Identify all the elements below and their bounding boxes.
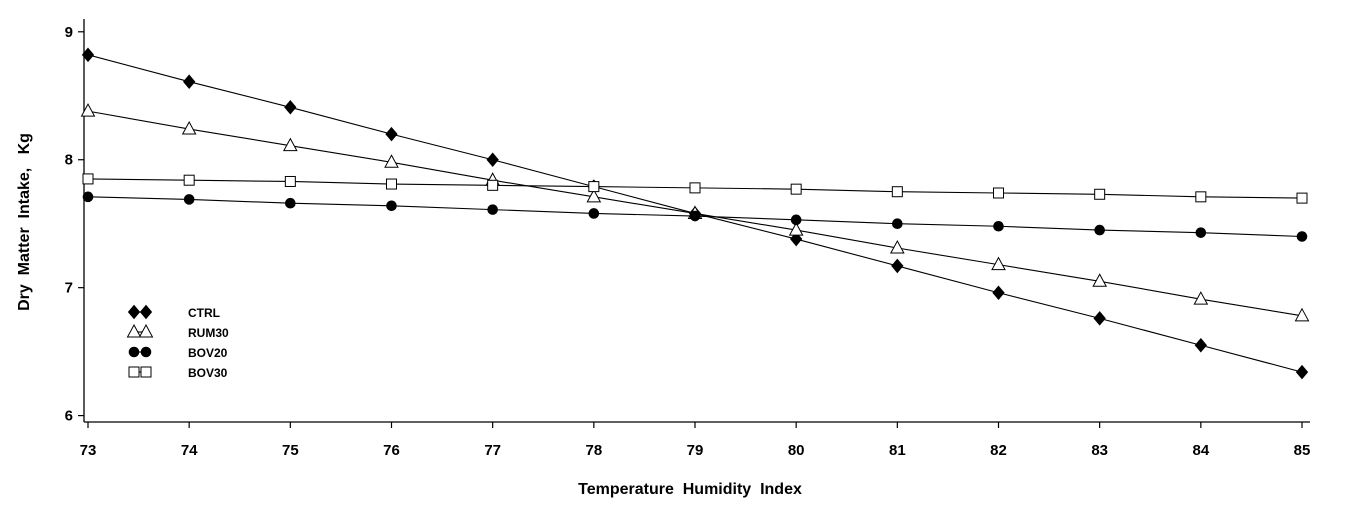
point-bov30-84 <box>1195 191 1207 203</box>
point-bov30-74 <box>183 174 195 186</box>
point-rum30-80 <box>788 222 804 236</box>
legend-marker-bov20-a <box>128 346 140 358</box>
point-ctrl-85 <box>1295 364 1309 380</box>
legend-label-rum30: RUM30 <box>188 326 229 340</box>
point-bov20-79 <box>689 210 701 222</box>
legend-label-bov30: BOV30 <box>188 366 228 380</box>
point-rum30-75 <box>282 137 298 152</box>
point-ctrl-80 <box>790 231 803 247</box>
x-axis-title: Temperature Humidity Index <box>578 481 802 498</box>
x-tick-label-85: 85 <box>1294 442 1311 459</box>
point-bov30-73 <box>82 173 94 185</box>
point-ctrl-74 <box>183 74 196 89</box>
point-bov20-80 <box>790 214 802 226</box>
x-tick-label-73: 73 <box>80 442 97 459</box>
x-tick-label-81: 81 <box>889 442 906 459</box>
point-bov30-80 <box>790 183 802 195</box>
y-ticks: 6 7 8 9 <box>65 24 84 425</box>
axes <box>83 19 1310 423</box>
point-rum30-82 <box>991 256 1006 271</box>
legend-marker-bov30-b <box>140 366 152 378</box>
point-bov20-73 <box>82 191 94 203</box>
point-bov20-75 <box>285 197 296 209</box>
legend-marker-rum30-a <box>126 323 142 338</box>
point-ctrl-83 <box>1093 311 1106 326</box>
point-bov30-83 <box>1094 188 1106 200</box>
x-tick-label-82: 82 <box>990 442 1007 459</box>
point-ctrl-73 <box>81 47 95 63</box>
point-rum30-83 <box>1092 273 1108 287</box>
point-bov30-77 <box>487 179 499 191</box>
point-rum30-76 <box>384 154 399 168</box>
legend-marker-bov20-b <box>140 346 152 358</box>
x-ticks: 73 74 75 76 77 78 79 80 81 82 83 84 85 <box>80 422 1311 459</box>
y-tick-label-7: 7 <box>65 280 73 297</box>
legend-marker-bov30-a <box>128 366 140 378</box>
point-bov30-75 <box>284 175 296 187</box>
point-bov20-76 <box>386 200 397 212</box>
point-ctrl-77 <box>486 152 499 168</box>
point-bov20-74 <box>183 194 195 205</box>
point-rum30-85 <box>1294 307 1310 322</box>
point-bov20-82 <box>993 220 1004 232</box>
point-ctrl-81 <box>891 258 904 274</box>
point-bov30-81 <box>891 186 903 198</box>
series-markers <box>80 47 1310 380</box>
point-rum30-84 <box>1193 291 1209 305</box>
point-bov30-82 <box>993 187 1004 199</box>
point-bov20-85 <box>1296 231 1308 242</box>
point-ctrl-84 <box>1194 337 1207 353</box>
point-bov30-76 <box>386 178 397 190</box>
point-bov20-78 <box>588 208 600 219</box>
y-tick-label-9: 9 <box>65 24 73 41</box>
point-bov20-77 <box>487 204 498 215</box>
legend-marker-ctrl-b <box>139 304 153 320</box>
point-bov30-78 <box>588 181 600 193</box>
legend-marker-rum30-b <box>138 323 154 338</box>
legend-label-bov20: BOV20 <box>188 346 228 360</box>
legend-label-ctrl: CTRL <box>188 306 220 320</box>
x-tick-label-84: 84 <box>1192 442 1209 459</box>
x-tick-label-74: 74 <box>181 442 198 459</box>
x-tick-label-79: 79 <box>687 442 704 459</box>
point-ctrl-75 <box>284 100 297 115</box>
x-tick-label-77: 77 <box>484 442 501 459</box>
point-rum30-81 <box>889 239 905 254</box>
point-rum30-73 <box>80 103 96 117</box>
x-tick-label-76: 76 <box>383 442 400 459</box>
x-tick-label-83: 83 <box>1091 442 1108 459</box>
point-bov30-79 <box>689 182 701 194</box>
point-bov30-85 <box>1296 192 1308 204</box>
y-tick-label-6: 6 <box>65 408 73 425</box>
x-tick-label-75: 75 <box>282 442 299 459</box>
y-axis-title: Dry Matter Intake, Kg <box>16 133 33 311</box>
point-ctrl-82 <box>992 285 1005 301</box>
point-rum30-74 <box>181 120 197 135</box>
point-bov20-83 <box>1094 224 1105 236</box>
point-rum30-78 <box>586 188 602 203</box>
point-ctrl-76 <box>385 126 398 142</box>
y-tick-label-8: 8 <box>65 152 73 169</box>
legend: CTRL RUM30 BOV20 BOV30 <box>126 304 229 380</box>
legend-marker-ctrl-a <box>127 304 141 320</box>
x-tick-label-78: 78 <box>585 442 602 459</box>
point-bov20-84 <box>1195 227 1207 238</box>
x-tick-label-80: 80 <box>788 442 805 459</box>
point-bov20-81 <box>892 218 903 229</box>
